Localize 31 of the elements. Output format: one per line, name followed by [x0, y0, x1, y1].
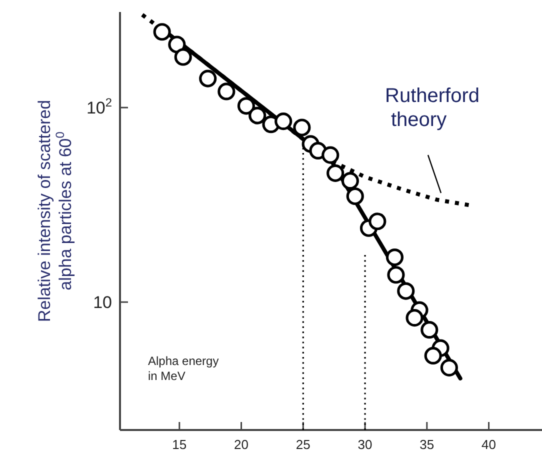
- x-tick-label: 15: [172, 437, 187, 452]
- point: [153, 23, 171, 41]
- point: [326, 164, 344, 182]
- point: [420, 321, 438, 339]
- point: [168, 36, 186, 54]
- point: [440, 358, 458, 376]
- y-tick-label: 10: [93, 293, 112, 312]
- point: [387, 266, 405, 284]
- point: [386, 248, 404, 266]
- point: [274, 112, 292, 130]
- point: [346, 187, 364, 206]
- point: [322, 146, 340, 164]
- annotation: Rutherford theory: [385, 85, 480, 131]
- point: [406, 309, 424, 327]
- point: [397, 282, 415, 300]
- point: [368, 212, 386, 230]
- point: [248, 106, 266, 124]
- point: [293, 118, 311, 136]
- x-tick-label: 30: [358, 437, 372, 452]
- point: [341, 172, 359, 190]
- point: [174, 48, 192, 66]
- point: [424, 346, 442, 365]
- x-tick-label: 35: [420, 437, 434, 452]
- point: [237, 97, 256, 115]
- point: [218, 82, 236, 100]
- x-tick-label: 20: [234, 437, 249, 452]
- y-tick-label: 10$^{2}$: [86, 96, 112, 118]
- x-tick-label: 40: [482, 437, 496, 452]
- x-tick-label: 25: [296, 437, 310, 452]
- x-axis-title: Alpha energy in MeV: [148, 354, 219, 383]
- point: [199, 70, 217, 88]
